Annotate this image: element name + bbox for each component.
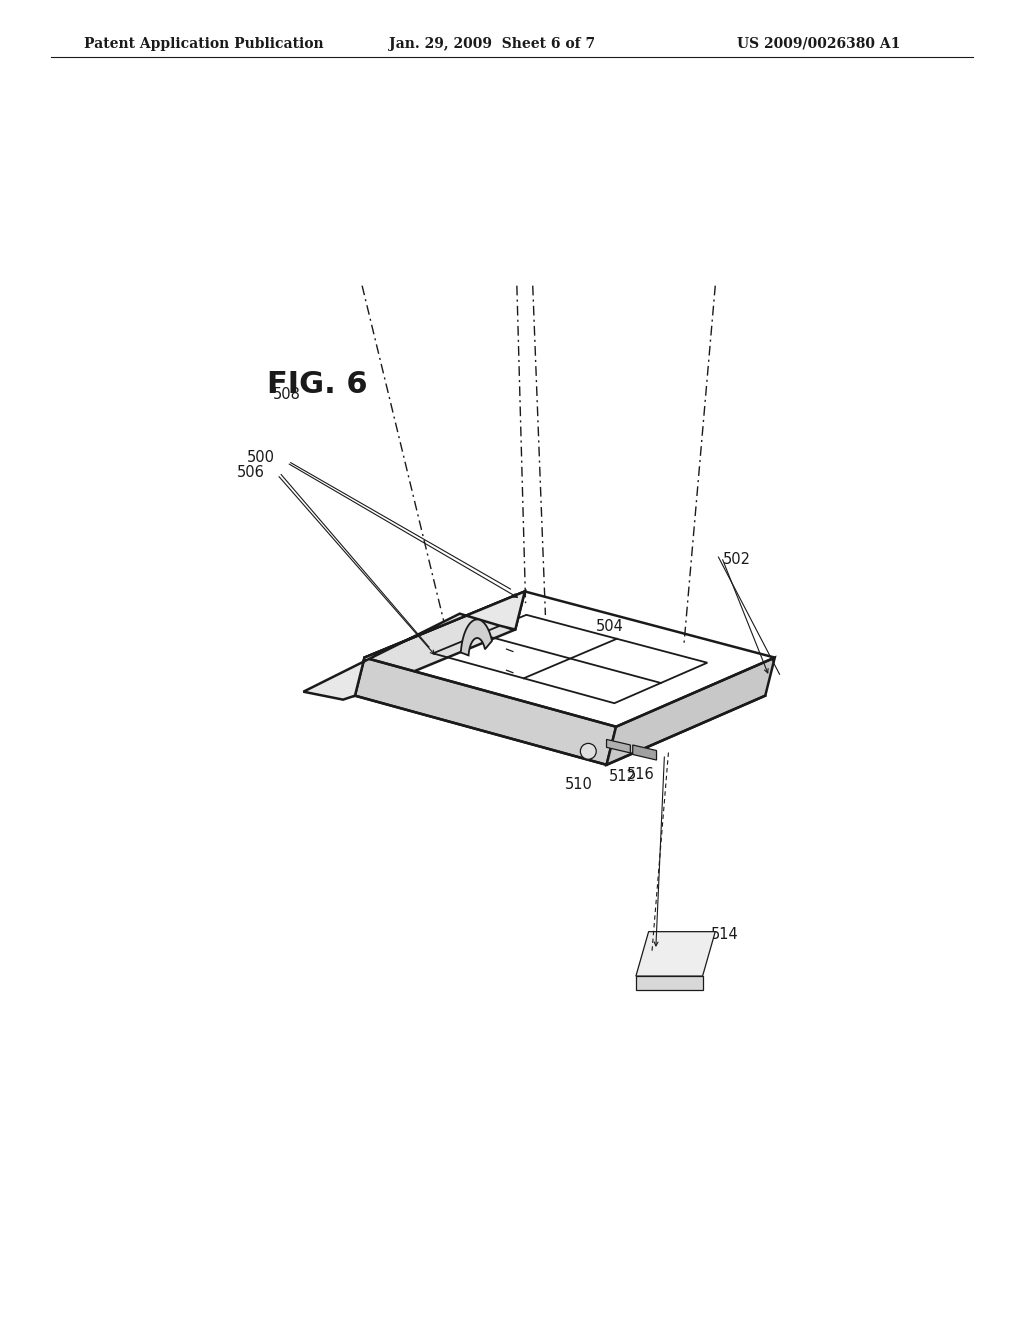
Circle shape [581, 743, 596, 759]
Text: 514: 514 [712, 927, 739, 941]
Text: US 2009/0026380 A1: US 2009/0026380 A1 [737, 37, 901, 50]
Text: Jan. 29, 2009  Sheet 6 of 7: Jan. 29, 2009 Sheet 6 of 7 [389, 37, 595, 50]
Text: 512: 512 [608, 768, 636, 784]
Polygon shape [606, 739, 631, 752]
Polygon shape [461, 619, 492, 656]
Text: 516: 516 [627, 767, 654, 783]
Polygon shape [355, 591, 524, 696]
Polygon shape [636, 932, 715, 975]
Text: Patent Application Publication: Patent Application Publication [84, 37, 324, 50]
Text: 502: 502 [723, 552, 752, 568]
Text: 508: 508 [272, 387, 301, 401]
Text: 510: 510 [565, 777, 593, 792]
Text: FIG. 6: FIG. 6 [267, 371, 368, 400]
Polygon shape [606, 657, 775, 764]
Polygon shape [636, 975, 702, 990]
Text: 500: 500 [247, 450, 274, 466]
Text: 506: 506 [237, 465, 264, 479]
Polygon shape [355, 657, 616, 764]
Polygon shape [633, 744, 656, 760]
Polygon shape [303, 591, 524, 700]
Text: 504: 504 [596, 619, 624, 635]
